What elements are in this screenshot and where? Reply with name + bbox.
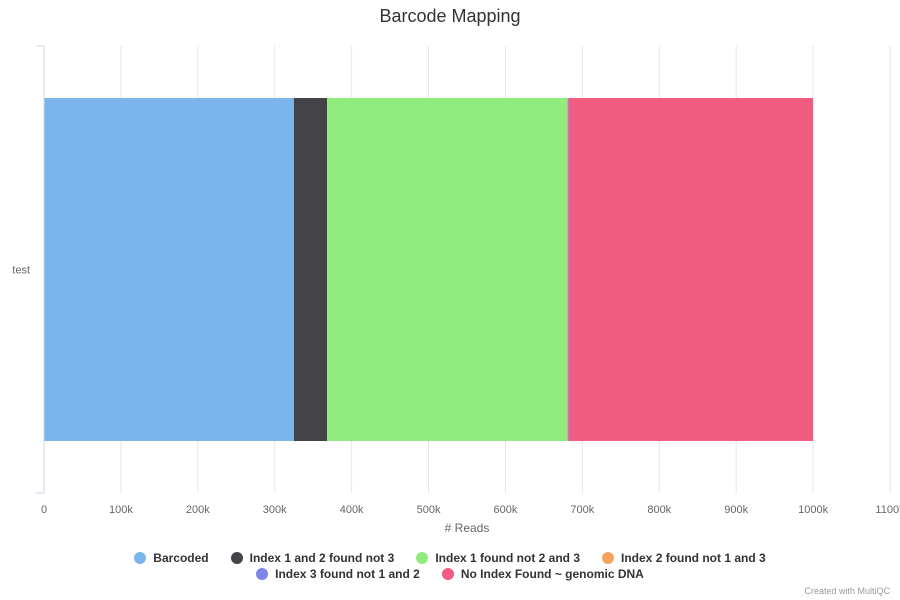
x-axis-title: # Reads (445, 521, 490, 535)
x-tick-label: 100k (109, 504, 133, 516)
legend-marker-icon (256, 568, 269, 580)
bar-segment[interactable] (567, 98, 569, 441)
y-category-label: test (12, 265, 30, 277)
bar-segment[interactable] (566, 98, 568, 441)
legend-row: Index 3 found not 1 and 2 No Index Found … (0, 566, 900, 582)
legend-item[interactable]: No Index Found ~ genomic DNA (441, 567, 644, 581)
legend-marker-icon (602, 552, 615, 564)
bars (44, 98, 814, 441)
x-tick-label: 700k (570, 504, 594, 516)
legend-marker-icon (134, 552, 147, 564)
x-tick-label: 1000k (798, 504, 828, 516)
legend-marker-icon (230, 552, 243, 564)
bar-segment[interactable] (293, 98, 328, 441)
axes (36, 45, 45, 494)
legend-item[interactable]: Barcoded (134, 551, 209, 565)
legend-label: Index 3 found not 1 and 2 (275, 567, 420, 581)
bar-chart: 0 100k 200k 300k 400k 500k 600k 700k 800k 900k 100… (12, 45, 900, 536)
legend-item[interactable]: Index 1 found not 2 and 3 (416, 551, 580, 565)
bar-segment[interactable] (568, 98, 814, 441)
x-tick-label: 600k (494, 504, 518, 516)
legend-label: Index 1 and 2 found not 3 (249, 551, 395, 565)
bar-segment[interactable] (327, 98, 567, 441)
credits[interactable]: Created with MultiQC (804, 586, 890, 596)
bar-segment[interactable] (44, 98, 294, 441)
x-tick-label: 300k (263, 504, 287, 516)
x-tick-label: 900k (724, 504, 748, 516)
x-tick-label: 0 (41, 504, 47, 516)
legend-marker-icon (441, 568, 454, 580)
x-tick-label: 1100k (875, 504, 900, 516)
legend-row: Barcoded Index 1 and 2 found not 3 Index 1… (0, 550, 900, 566)
legend-label: No Index Found ~ genomic DNA (460, 567, 644, 581)
x-tick-label: 400k (340, 504, 364, 516)
legend-label: Index 1 found not 2 and 3 (435, 551, 581, 565)
legend: Barcoded Index 1 and 2 found not 3 Index 1… (0, 550, 900, 582)
x-tick-label: 200k (186, 504, 210, 516)
legend-marker-icon (416, 552, 429, 564)
legend-item[interactable]: Index 2 found not 1 and 3 (602, 551, 766, 565)
tick-labels: 0 100k 200k 300k 400k 500k 600k 700k 800k 900k 100… (12, 265, 900, 536)
legend-item[interactable]: Index 1 and 2 found not 3 (230, 551, 395, 565)
legend-label: Barcoded (153, 551, 209, 565)
legend-item[interactable]: Index 3 found not 1 and 2 (256, 567, 420, 581)
legend-label: Index 2 found not 1 and 3 (621, 551, 766, 565)
x-tick-label: 500k (417, 504, 441, 516)
x-tick-label: 800k (647, 504, 671, 516)
chart-title: Barcode Mapping (379, 6, 521, 26)
